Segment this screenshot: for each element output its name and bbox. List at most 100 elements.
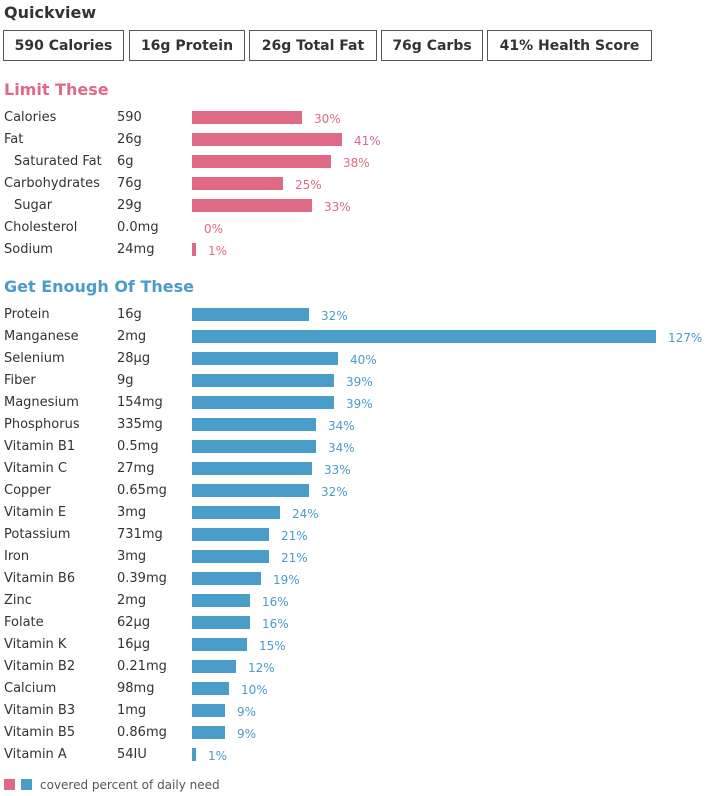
nutrient-percent-label: 41% — [354, 134, 381, 148]
nutrient-percent-label: 34% — [328, 441, 355, 455]
nutrient-amount: 16g — [117, 307, 142, 322]
limit-row-fat: Fat 26g 41% — [0, 129, 710, 151]
nutrient-amount: 0.65mg — [117, 483, 167, 498]
nutrient-amount: 590 — [117, 110, 142, 125]
nutrient-bar — [192, 133, 342, 146]
enough-row-vitamin-b3: Vitamin B3 1mg 9% — [0, 700, 710, 722]
enough-row-vitamin-c: Vitamin C 27mg 33% — [0, 458, 710, 480]
nutrient-label: Sodium — [4, 242, 53, 257]
enough-row-vitamin-e: Vitamin E 3mg 24% — [0, 502, 710, 524]
nutrient-label: Protein — [4, 307, 50, 322]
nutrient-bar — [192, 462, 312, 475]
nutrient-bar — [192, 308, 309, 321]
nutrient-bar — [192, 330, 656, 343]
enough-row-folate: Folate 62µg 16% — [0, 612, 710, 634]
nutrient-percent-label: 16% — [262, 617, 289, 631]
quickview-total-fat: 26g Total Fat — [249, 30, 377, 61]
nutrient-label: Vitamin K — [4, 637, 67, 652]
nutrient-amount: 2mg — [117, 593, 147, 608]
nutrient-amount: 6g — [117, 154, 134, 169]
nutrient-label: Manganese — [4, 329, 79, 344]
enough-row-vitamin-b5: Vitamin B5 0.86mg 9% — [0, 722, 710, 744]
nutrient-bar — [192, 748, 196, 761]
nutrient-label: Carbohydrates — [4, 176, 100, 191]
enough-row-copper: Copper 0.65mg 32% — [0, 480, 710, 502]
nutrient-label: Phosphorus — [4, 417, 80, 432]
nutrient-percent-label: 1% — [208, 244, 228, 258]
nutrient-amount: 0.5mg — [117, 439, 159, 454]
nutrient-percent-label: 24% — [292, 507, 319, 521]
legend-text: covered percent of daily need — [40, 778, 220, 792]
nutrient-label: Selenium — [4, 351, 65, 366]
enough-row-selenium: Selenium 28µg 40% — [0, 348, 710, 370]
enough-row-potassium: Potassium 731mg 21% — [0, 524, 710, 546]
nutrient-amount: 3mg — [117, 549, 147, 564]
nutrient-label: Magnesium — [4, 395, 79, 410]
nutrient-bar — [192, 418, 316, 431]
enough-row-fiber: Fiber 9g 39% — [0, 370, 710, 392]
nutrient-amount: 54IU — [117, 747, 147, 762]
nutrient-bar — [192, 550, 269, 563]
nutrient-percent-label: 21% — [281, 529, 308, 543]
nutrient-label: Vitamin B2 — [4, 659, 76, 674]
nutrient-percent-label: 40% — [350, 353, 377, 367]
nutrient-label: Vitamin B6 — [4, 571, 76, 586]
nutrient-amount: 0.39mg — [117, 571, 167, 586]
quickview-health-score: 41% Health Score — [487, 30, 652, 61]
nutrient-bar — [192, 396, 334, 409]
nutrient-percent-label: 1% — [208, 749, 228, 763]
nutrient-label: Potassium — [4, 527, 71, 542]
nutrient-label: Calories — [4, 110, 57, 125]
nutrient-amount: 27mg — [117, 461, 155, 476]
limit-row-sugar: Sugar 29g 33% — [0, 195, 710, 217]
nutrient-percent-label: 30% — [314, 112, 341, 126]
nutrient-percent-label: 16% — [262, 595, 289, 609]
limit-row-saturated-fat: Saturated Fat 6g 38% — [0, 151, 710, 173]
nutrient-percent-label: 38% — [343, 156, 370, 170]
enough-row-calcium: Calcium 98mg 10% — [0, 678, 710, 700]
nutrient-label: Fiber — [4, 373, 36, 388]
nutrient-amount: 28µg — [117, 351, 151, 366]
nutrient-bar — [192, 374, 334, 387]
nutrient-amount: 16µg — [117, 637, 151, 652]
nutrient-percent-label: 25% — [295, 178, 322, 192]
quickview-title: Quickview — [4, 3, 97, 22]
nutrient-bar — [192, 484, 309, 497]
nutrient-percent-label: 12% — [248, 661, 275, 675]
nutrient-percent-label: 39% — [346, 375, 373, 389]
nutrient-label: Folate — [4, 615, 44, 630]
nutrient-label: Vitamin E — [4, 505, 67, 520]
nutrient-percent-label: 9% — [237, 705, 257, 719]
nutrient-bar — [192, 243, 196, 256]
nutrient-amount: 0.0mg — [117, 220, 159, 235]
nutrient-label: Vitamin B3 — [4, 703, 76, 718]
nutrient-amount: 1mg — [117, 703, 147, 718]
enough-row-manganese: Manganese 2mg 127% — [0, 326, 710, 348]
limit-row-sodium: Sodium 24mg 1% — [0, 239, 710, 261]
nutrient-percent-label: 34% — [328, 419, 355, 433]
nutrient-label: Calcium — [4, 681, 57, 696]
nutrient-percent-label: 0% — [204, 222, 224, 236]
nutrient-label: Sugar — [14, 198, 53, 213]
nutrient-percent-label: 39% — [346, 397, 373, 411]
enough-row-protein: Protein 16g 32% — [0, 304, 710, 326]
nutrient-amount: 2mg — [117, 329, 147, 344]
nutrient-percent-label: 10% — [241, 683, 268, 697]
legend-enough-swatch — [21, 779, 32, 790]
nutrient-label: Vitamin B5 — [4, 725, 76, 740]
nutrient-percent-label: 21% — [281, 551, 308, 565]
nutrient-bar — [192, 572, 261, 585]
nutrient-label: Saturated Fat — [14, 154, 102, 169]
nutrient-label: Vitamin A — [4, 747, 67, 762]
nutrient-amount: 3mg — [117, 505, 147, 520]
nutrient-percent-label: 33% — [324, 463, 351, 477]
enough-row-vitamin-b2: Vitamin B2 0.21mg 12% — [0, 656, 710, 678]
nutrient-bar — [192, 506, 280, 519]
nutrient-bar — [192, 528, 269, 541]
nutrient-bar — [192, 155, 331, 168]
limit-section-title: Limit These — [4, 80, 109, 99]
nutrient-bar — [192, 594, 250, 607]
nutrient-bar — [192, 177, 283, 190]
nutrient-amount: 26g — [117, 132, 142, 147]
quickview-calories: 590 Calories — [3, 30, 124, 61]
